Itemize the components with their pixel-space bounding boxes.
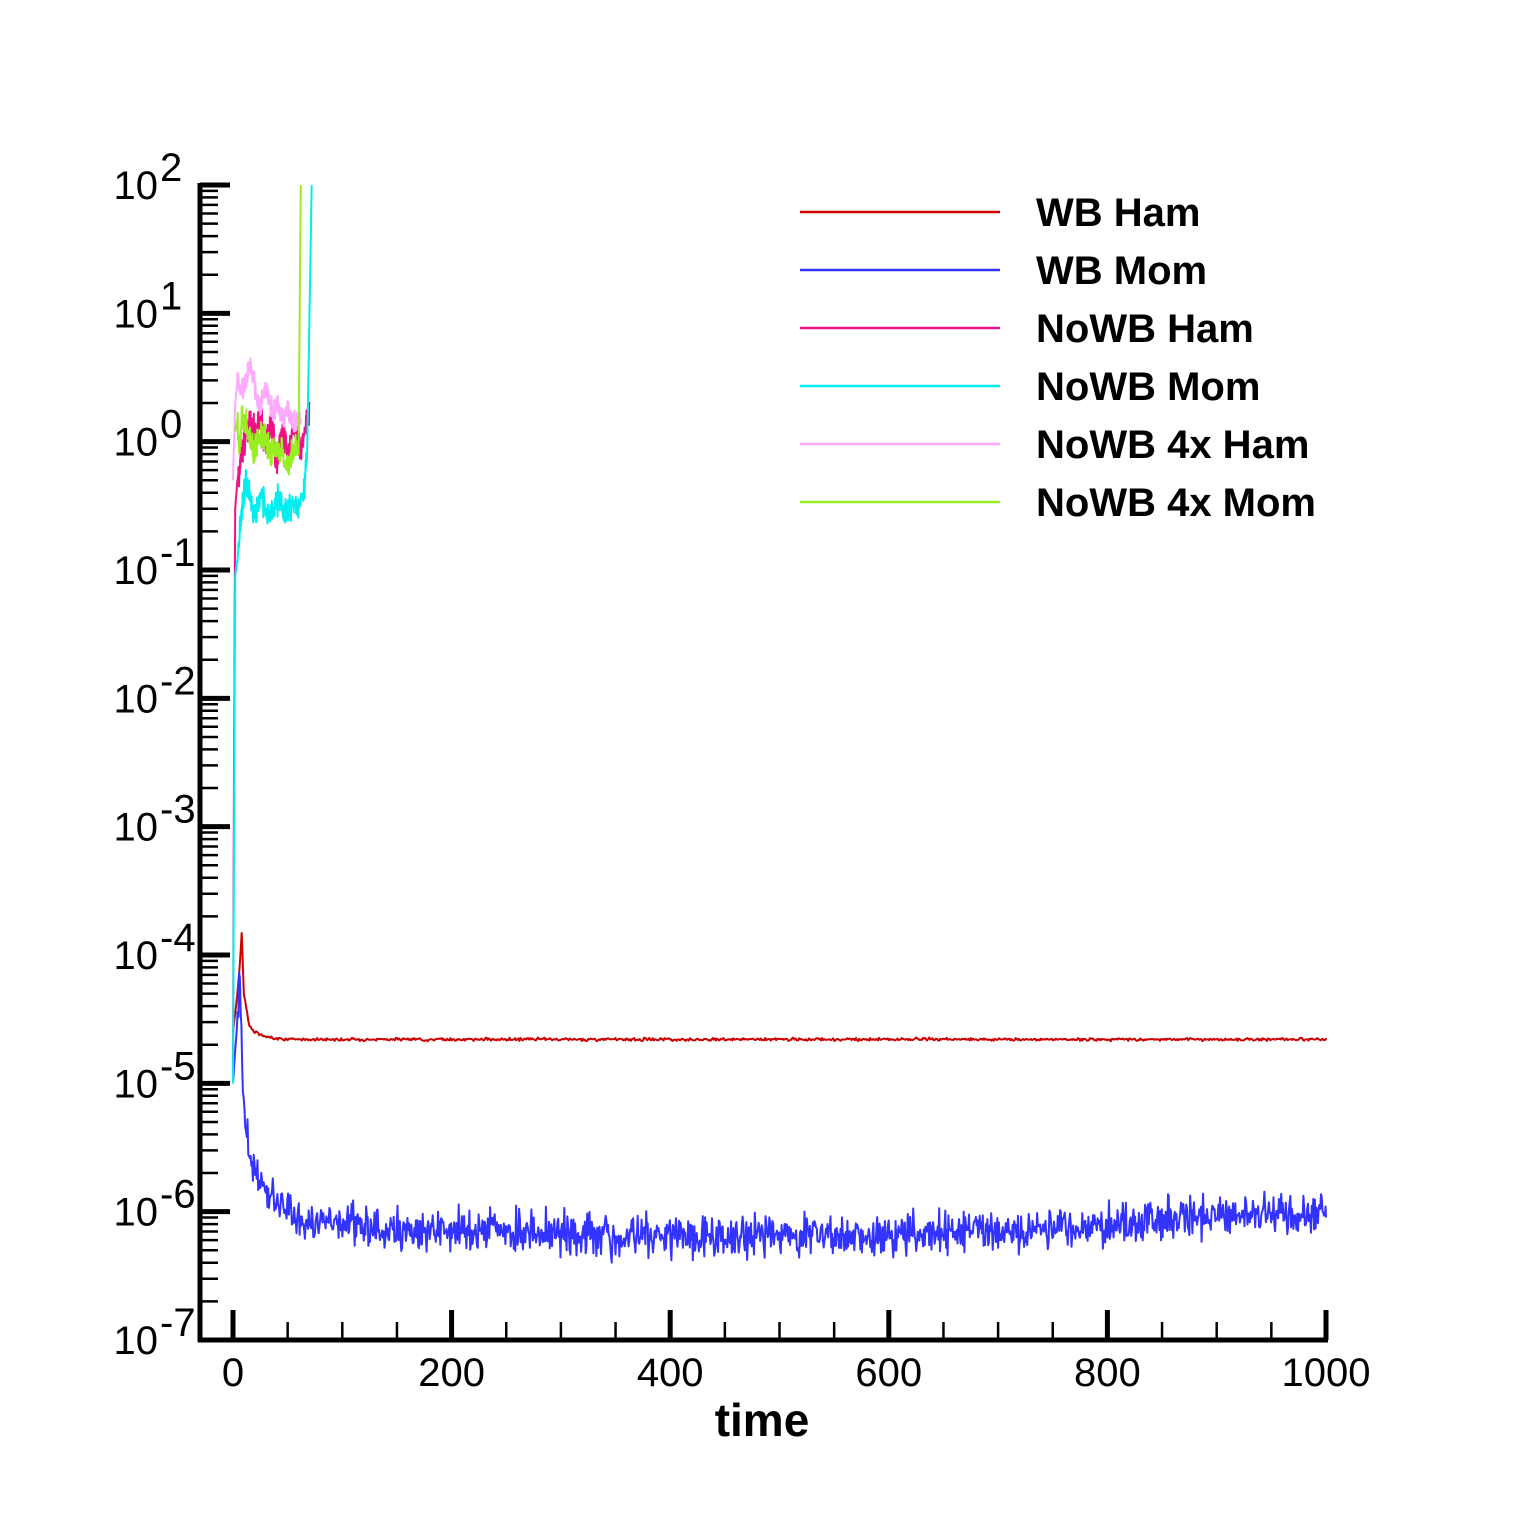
y-tick-exponent: -7 — [160, 1301, 196, 1345]
y-tick-label: 10 — [114, 292, 159, 336]
y-tick-label: 10 — [114, 677, 159, 721]
x-tick-label: 1000 — [1282, 1351, 1371, 1395]
y-tick-exponent: -6 — [160, 1173, 196, 1217]
y-tick-exponent: 1 — [160, 274, 182, 318]
x-axis-title: time — [715, 1394, 810, 1446]
legend-label: NoWB Mom — [1036, 365, 1260, 409]
y-tick-exponent: -2 — [160, 659, 196, 703]
y-tick-exponent: 0 — [160, 403, 182, 447]
legend-label: WB Mom — [1036, 249, 1207, 293]
legend-label: NoWB Ham — [1036, 307, 1254, 351]
y-tick-label: 10 — [114, 806, 159, 850]
y-tick-exponent: -1 — [160, 531, 196, 575]
series-line-wb-mom — [232, 971, 1327, 1264]
y-tick-label: 10 — [114, 1062, 159, 1106]
y-tick-label: 10 — [114, 164, 159, 208]
y-tick-exponent: -3 — [160, 788, 196, 832]
x-tick-label: 400 — [637, 1351, 704, 1395]
y-tick-exponent: -5 — [160, 1044, 196, 1088]
series-line-nowb-mom — [232, 184, 313, 1084]
y-tick-exponent: -4 — [160, 916, 196, 960]
series-line-nowb-4x-ham — [232, 357, 302, 481]
legend-label: NoWB 4x Mom — [1036, 481, 1316, 525]
series-layer — [232, 184, 1327, 1264]
x-tick-label: 800 — [1074, 1351, 1141, 1395]
y-tick-label: 10 — [114, 1191, 159, 1235]
legend-label: WB Ham — [1036, 191, 1200, 235]
x-tick-labels: 0 200 400 600 800 1000 — [222, 1351, 1371, 1395]
y-tick-exponent: 2 — [160, 146, 182, 190]
y-tick-label: 10 — [114, 549, 159, 593]
legend: WB Ham WB Mom NoWB Ham NoWB Mom NoWB 4x Ham N… — [800, 191, 1316, 525]
axes — [197, 182, 1329, 1343]
x-tick-label: 0 — [222, 1351, 244, 1395]
y-tick-label: 10 — [114, 421, 159, 465]
series-line-nowb-4x-mom — [234, 184, 302, 476]
y-tick-label: 10 — [114, 934, 159, 978]
legend-label: NoWB 4x Ham — [1036, 423, 1309, 467]
x-tick-label: 200 — [418, 1351, 485, 1395]
y-tick-label: 10 — [114, 1319, 159, 1363]
series-line-wb-ham — [232, 932, 1327, 1043]
x-tick-label: 600 — [855, 1351, 922, 1395]
